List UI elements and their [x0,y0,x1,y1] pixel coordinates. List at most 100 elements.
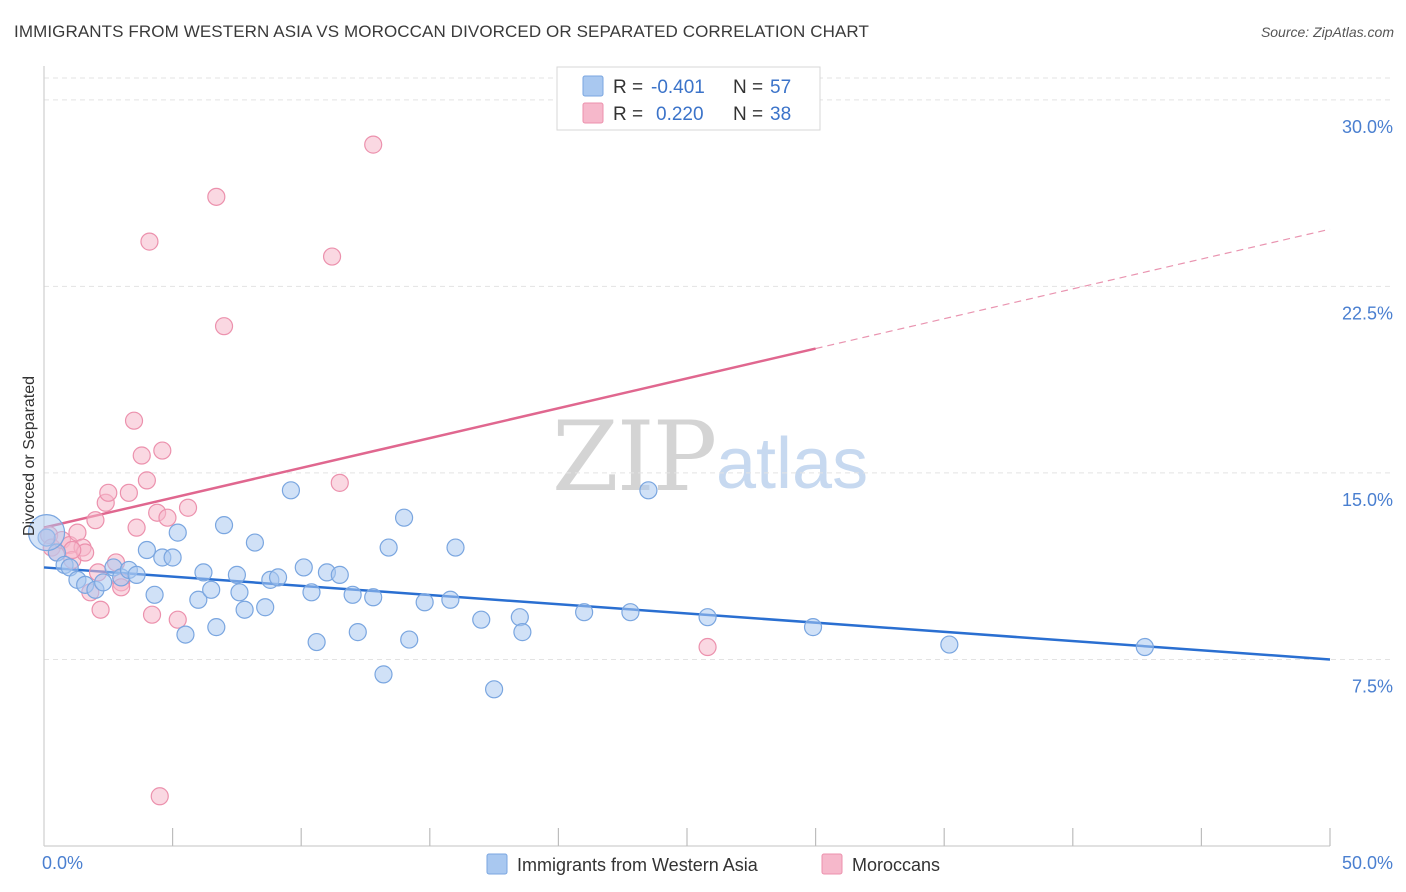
western-asia-point [513,623,532,642]
western-asia-point [227,565,246,584]
western-asia-point-large [27,514,66,552]
moroccan-point [137,471,156,490]
moroccan-point [150,787,169,806]
western-asia-point [364,588,383,607]
western-asia-point [379,538,398,557]
western-asia-point [145,585,164,604]
moroccan-point [214,317,234,336]
western-asia-point [214,516,234,535]
western-asia-point [940,635,959,654]
western-asia-point [245,533,265,552]
western-asia-point [343,585,362,604]
moroccan-point [140,232,159,251]
y-tick-label: 30.0% [1342,117,1393,137]
western-asia-point [330,565,349,584]
watermark: ZIP atlas [552,401,868,513]
western-asia-point [189,590,208,609]
pink-legend-swatch [582,102,604,124]
data-points [27,135,1154,806]
western-asia-point [307,632,326,652]
western-asia-point [400,630,419,649]
y-axis-title: Divorced or Separated [21,376,38,536]
moroccan-point [99,483,118,502]
western-asia-point [281,481,301,500]
western-asia-point [176,625,195,644]
moroccan-point [142,605,162,624]
legend-n-label-blue: N = [733,77,763,98]
moroccan-trend-line-extension [815,228,1331,350]
trend-lines [43,228,1331,661]
western-asia-point [294,558,313,577]
western-asia-point [446,538,465,557]
western-asia-point [415,593,434,612]
moroccan-point [86,511,105,530]
western-asia-point [202,580,221,599]
western-asia-point [302,583,321,602]
legend-r-label-pink: R = [613,104,643,125]
moroccan-point [127,518,146,537]
x-tick-label: 50.0% [1342,853,1393,873]
western-asia-point [348,623,367,642]
western-asia-point [137,540,156,560]
western-asia-point [1135,637,1154,657]
moroccan-trend-line [43,347,816,529]
legend-n-value-pink: 38 [770,104,791,125]
western-asia-point [235,600,254,619]
western-asia-point [374,665,393,684]
chart-title: IMMIGRANTS FROM WESTERN ASIA VS MOROCCAN… [14,22,869,41]
western-asia-point [207,618,226,637]
moroccan-point [153,441,172,460]
moroccan-point [168,610,187,629]
moroccan-point [119,483,138,502]
legend-n-label-pink: N = [733,104,763,125]
y-tick-label: 22.5% [1342,303,1393,323]
western-asia-point [639,481,658,500]
moroccan-point [63,540,82,560]
series-legend-swatch-pink [821,853,843,875]
western-asia-trend-line [43,566,1331,661]
series-legend: Immigrants from Western Asia Moroccans [486,853,940,875]
series-legend-swatch-blue [486,853,508,875]
legend-r-value-pink: 0.220 [656,104,704,125]
blue-legend-swatch [582,75,604,97]
series-legend-label-pink: Moroccans [852,855,940,875]
moroccan-point [322,247,342,266]
western-asia-point [94,573,113,592]
western-asia-point [230,583,249,602]
western-asia-point [472,610,491,629]
western-asia-point [803,618,823,637]
x-tick-label: 0.0% [42,853,83,873]
western-asia-point [194,563,213,582]
moroccan-point [330,473,349,492]
y-tick-label: 15.0% [1342,490,1393,510]
y-tick-label: 7.5% [1352,676,1393,696]
source-credit: Source: ZipAtlas.com [1260,24,1394,40]
western-asia-point [575,603,594,622]
legend-n-value-blue: 57 [770,77,791,98]
western-asia-point [394,508,414,527]
western-asia-point [268,568,288,587]
gridlines [44,77,1392,660]
watermark-zip: ZIP [552,401,715,513]
series-legend-label-blue: Immigrants from Western Asia [517,855,759,875]
western-asia-point [441,590,460,609]
western-asia-point [485,680,504,699]
moroccan-point [132,446,151,465]
moroccan-point [364,135,383,154]
moroccan-point [207,187,226,206]
western-asia-point [621,603,640,622]
moroccan-point [178,498,198,517]
axes: 7.5% 15.0% 22.5% 30.0% 0.0% 50.0% [42,66,1393,873]
moroccan-point [698,637,717,657]
moroccan-point [91,600,110,619]
moroccan-point [158,508,177,527]
watermark-atlas: atlas [716,424,868,504]
moroccan-point [124,411,144,430]
western-asia-point [256,598,275,617]
western-asia-point [163,548,182,567]
western-asia-point [127,565,146,584]
legend-r-value-blue: -0.401 [651,77,705,98]
western-asia-point [698,608,717,627]
western-asia-point [168,523,187,542]
